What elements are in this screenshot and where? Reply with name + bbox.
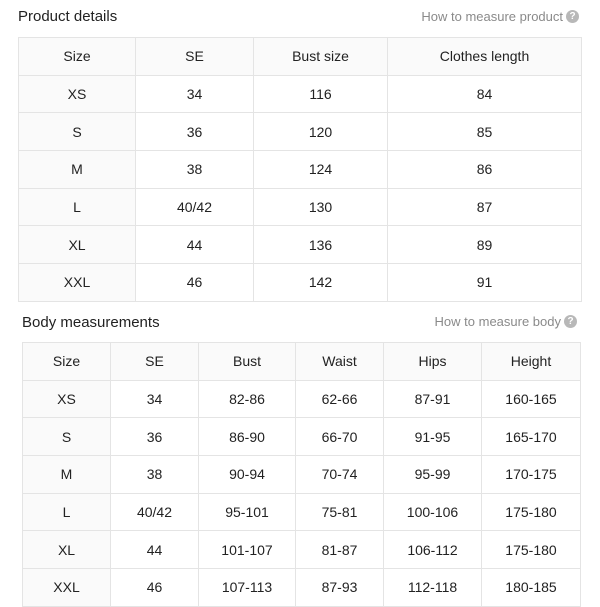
size-label-cell: XS bbox=[18, 74, 136, 114]
table-cell: 38 bbox=[135, 150, 254, 189]
table-cell: 175-180 bbox=[481, 492, 581, 532]
table-cell: 84 bbox=[387, 74, 582, 114]
table-cell: 100-106 bbox=[383, 492, 482, 532]
column-header: Bust bbox=[198, 342, 296, 381]
table-cell: 40/42 bbox=[110, 492, 199, 532]
column-header: SE bbox=[135, 37, 254, 76]
table-header-row: Size SE Bust size Clothes length bbox=[18, 37, 582, 76]
table-cell: 175-180 bbox=[481, 530, 581, 570]
how-to-measure-body-label: How to measure body bbox=[434, 314, 561, 329]
table-header-row: Size SE Bust Waist Hips Height bbox=[22, 342, 581, 381]
table-row: XS 34 116 84 bbox=[18, 74, 582, 114]
table-cell: 120 bbox=[253, 112, 388, 152]
table-cell: 70-74 bbox=[295, 455, 384, 494]
table-cell: 142 bbox=[253, 263, 388, 302]
table-cell: 180-185 bbox=[481, 568, 581, 607]
table-row: XS 34 82-86 62-66 87-91 160-165 bbox=[22, 379, 581, 419]
table-cell: 130 bbox=[253, 187, 388, 227]
table-cell: 90-94 bbox=[198, 455, 296, 494]
size-label-cell: XL bbox=[22, 530, 111, 570]
table-cell: 91-95 bbox=[383, 417, 482, 457]
table-cell: 91 bbox=[387, 263, 582, 302]
table-cell: 81-87 bbox=[295, 530, 384, 570]
table-cell: 95-99 bbox=[383, 455, 482, 494]
table-cell: 44 bbox=[135, 225, 254, 265]
table-cell: 62-66 bbox=[295, 379, 384, 419]
size-label-cell: L bbox=[22, 492, 111, 532]
column-header: Bust size bbox=[253, 37, 388, 76]
size-label-cell: S bbox=[22, 417, 111, 457]
column-header: Size bbox=[22, 342, 111, 381]
size-label-cell: XXL bbox=[22, 568, 111, 607]
table-row: XL 44 136 89 bbox=[18, 225, 582, 265]
body-measurements-title: Body measurements bbox=[22, 314, 160, 331]
how-to-measure-body-link[interactable]: How to measure body ? bbox=[435, 314, 577, 329]
column-header: SE bbox=[110, 342, 199, 381]
table-cell: 46 bbox=[135, 263, 254, 302]
size-label-cell: L bbox=[18, 187, 136, 227]
table-row: M 38 90-94 70-74 95-99 170-175 bbox=[22, 455, 581, 494]
table-row: S 36 120 85 bbox=[18, 112, 582, 152]
table-cell: 38 bbox=[110, 455, 199, 494]
table-cell: 87-91 bbox=[383, 379, 482, 419]
table-cell: 124 bbox=[253, 150, 388, 189]
table-row: XXL 46 107-113 87-93 112-118 180-185 bbox=[22, 568, 581, 607]
question-circle-icon[interactable]: ? bbox=[564, 315, 577, 328]
size-label-cell: XL bbox=[18, 225, 136, 265]
column-header: Waist bbox=[295, 342, 384, 381]
table-cell: 36 bbox=[135, 112, 254, 152]
size-label-cell: S bbox=[18, 112, 136, 152]
table-cell: 89 bbox=[387, 225, 582, 265]
table-cell: 107-113 bbox=[198, 568, 296, 607]
table-row: S 36 86-90 66-70 91-95 165-170 bbox=[22, 417, 581, 457]
how-to-measure-product-label: How to measure product bbox=[421, 9, 563, 24]
table-cell: 170-175 bbox=[481, 455, 581, 494]
column-header: Size bbox=[18, 37, 136, 76]
column-header: Clothes length bbox=[387, 37, 582, 76]
product-details-title: Product details bbox=[18, 8, 118, 25]
table-cell: 112-118 bbox=[383, 568, 482, 607]
table-cell: 165-170 bbox=[481, 417, 581, 457]
table-cell: 75-81 bbox=[295, 492, 384, 532]
table-cell: 86 bbox=[387, 150, 582, 189]
table-cell: 34 bbox=[110, 379, 199, 419]
size-label-cell: M bbox=[22, 455, 111, 494]
question-circle-icon[interactable]: ? bbox=[566, 10, 579, 23]
size-label-cell: XS bbox=[22, 379, 111, 419]
table-row: XXL 46 142 91 bbox=[18, 263, 582, 302]
table-cell: 116 bbox=[253, 74, 388, 114]
body-measurements-header: Body measurements How to measure body ? bbox=[0, 305, 600, 335]
column-header: Height bbox=[481, 342, 581, 381]
table-row: M 38 124 86 bbox=[18, 150, 582, 189]
table-cell: 34 bbox=[135, 74, 254, 114]
table-cell: 95-101 bbox=[198, 492, 296, 532]
body-size-table: Size SE Bust Waist Hips Height XS 34 82-86… bbox=[22, 342, 581, 607]
table-cell: 85 bbox=[387, 112, 582, 152]
table-cell: 87-93 bbox=[295, 568, 384, 607]
column-header: Hips bbox=[383, 342, 482, 381]
table-row: L 40/42 130 87 bbox=[18, 187, 582, 227]
product-size-table: Size SE Bust size Clothes length XS 34 116… bbox=[18, 37, 582, 302]
table-cell: 101-107 bbox=[198, 530, 296, 570]
table-cell: 40/42 bbox=[135, 187, 254, 227]
table-cell: 136 bbox=[253, 225, 388, 265]
table-cell: 44 bbox=[110, 530, 199, 570]
table-cell: 82-86 bbox=[198, 379, 296, 419]
table-row: L 40/42 95-101 75-81 100-106 175-180 bbox=[22, 492, 581, 532]
size-label-cell: M bbox=[18, 150, 136, 189]
table-row: XL 44 101-107 81-87 106-112 175-180 bbox=[22, 530, 581, 570]
product-details-header: Product details How to measure product ? bbox=[0, 0, 600, 30]
table-cell: 86-90 bbox=[198, 417, 296, 457]
table-cell: 46 bbox=[110, 568, 199, 607]
table-cell: 87 bbox=[387, 187, 582, 227]
how-to-measure-product-link[interactable]: How to measure product ? bbox=[421, 9, 579, 24]
table-cell: 160-165 bbox=[481, 379, 581, 419]
size-label-cell: XXL bbox=[18, 263, 136, 302]
table-cell: 106-112 bbox=[383, 530, 482, 570]
table-cell: 36 bbox=[110, 417, 199, 457]
table-cell: 66-70 bbox=[295, 417, 384, 457]
